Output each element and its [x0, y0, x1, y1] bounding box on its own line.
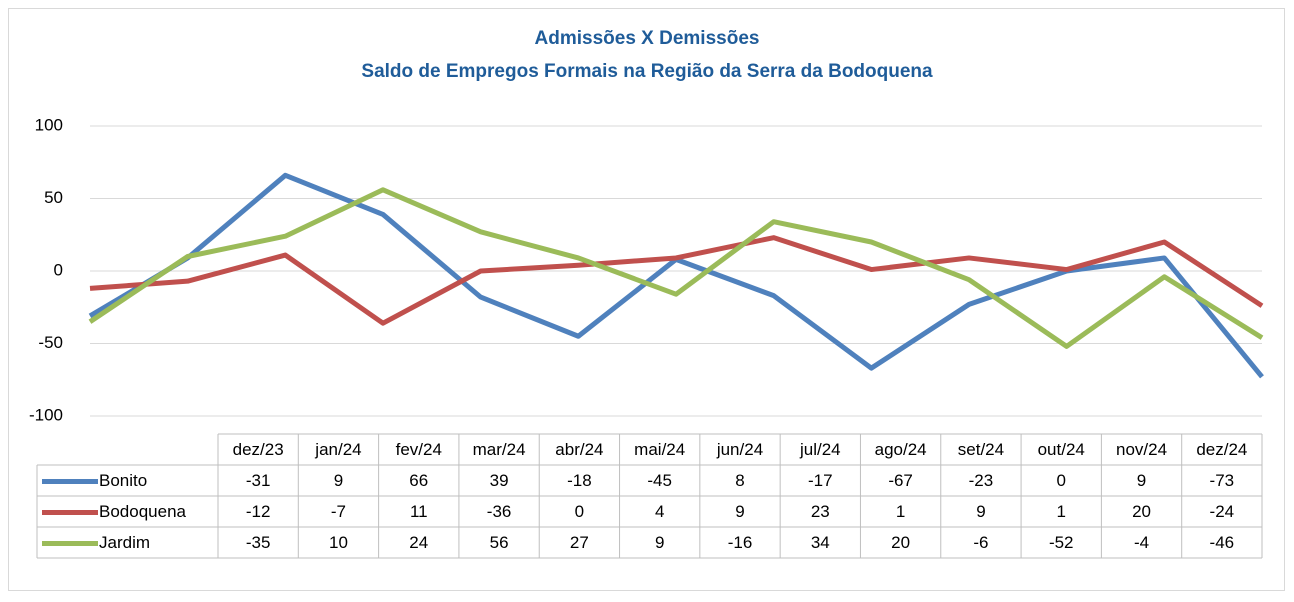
table-cell: 20 — [891, 533, 910, 552]
chart-border — [8, 8, 1285, 591]
legend-label: Bodoquena — [99, 502, 187, 521]
table-cell: 11 — [410, 502, 428, 521]
x-tick-label: jul/24 — [799, 440, 841, 459]
x-tick-label: set/24 — [958, 440, 1004, 459]
table-cell: -52 — [1049, 533, 1074, 552]
table-cell: 24 — [409, 533, 428, 552]
table-cell: -18 — [567, 471, 592, 490]
legend-label: Jardim — [99, 533, 150, 552]
chart-title: Admissões X Demissões — [535, 28, 760, 49]
table-cell: 1 — [896, 502, 905, 521]
table-cell: -45 — [647, 471, 672, 490]
x-tick-label: mai/24 — [634, 440, 685, 459]
table-cell: -67 — [888, 471, 913, 490]
x-tick-label: nov/24 — [1116, 440, 1167, 459]
x-tick-label: dez/23 — [233, 440, 284, 459]
series-line — [89, 235, 1264, 326]
table-cell: 39 — [490, 471, 509, 490]
chart-subtitle: Saldo de Empregos Formais na Região da S… — [361, 61, 933, 82]
table-cell: -16 — [728, 533, 753, 552]
table-cell: 9 — [334, 471, 343, 490]
y-tick-label: 100 — [35, 115, 63, 134]
table-cell: 27 — [570, 533, 589, 552]
y-tick-label: -50 — [38, 333, 63, 352]
table-cell: 4 — [655, 502, 664, 521]
table-cell: 0 — [575, 502, 584, 521]
table-cell: 8 — [735, 471, 744, 490]
table-cell: 23 — [811, 502, 830, 521]
table-cell: 10 — [329, 533, 348, 552]
legend-label: Bonito — [99, 471, 147, 490]
table-cell: 9 — [735, 502, 744, 521]
x-tick-label: mar/24 — [473, 440, 526, 459]
table-cell: -7 — [331, 502, 346, 521]
table-cell: 9 — [655, 533, 664, 552]
table-cell: 1 — [1056, 502, 1065, 521]
series-line — [88, 187, 1264, 349]
table-cell: -24 — [1210, 502, 1235, 521]
table-cell: -4 — [1134, 533, 1149, 552]
table-cell: -17 — [808, 471, 833, 490]
table-cell: -12 — [246, 502, 271, 521]
table-cell: 9 — [1137, 471, 1146, 490]
table-cell: -36 — [487, 502, 512, 521]
x-tick-label: fev/24 — [396, 440, 442, 459]
table-cell: -46 — [1210, 533, 1235, 552]
table-cell: 0 — [1056, 471, 1065, 490]
x-tick-label: ago/24 — [875, 440, 927, 459]
table-cell: -31 — [246, 471, 271, 490]
table-cell: -6 — [973, 533, 988, 552]
table-cell: -73 — [1210, 471, 1235, 490]
x-tick-label: jan/24 — [314, 440, 361, 459]
table-cell: -35 — [246, 533, 271, 552]
x-tick-label: jun/24 — [716, 440, 763, 459]
x-tick-label: dez/24 — [1196, 440, 1247, 459]
table-cell: -23 — [969, 471, 994, 490]
y-tick-label: 0 — [54, 260, 63, 279]
y-tick-label: -100 — [29, 405, 63, 424]
y-tick-label: 50 — [44, 188, 63, 207]
x-tick-label: abr/24 — [555, 440, 603, 459]
table-cell: 56 — [490, 533, 509, 552]
table-cell: 34 — [811, 533, 830, 552]
x-tick-label: out/24 — [1038, 440, 1085, 459]
table-cell: 9 — [976, 502, 985, 521]
table-cell: 66 — [409, 471, 428, 490]
table-cell: 20 — [1132, 502, 1151, 521]
